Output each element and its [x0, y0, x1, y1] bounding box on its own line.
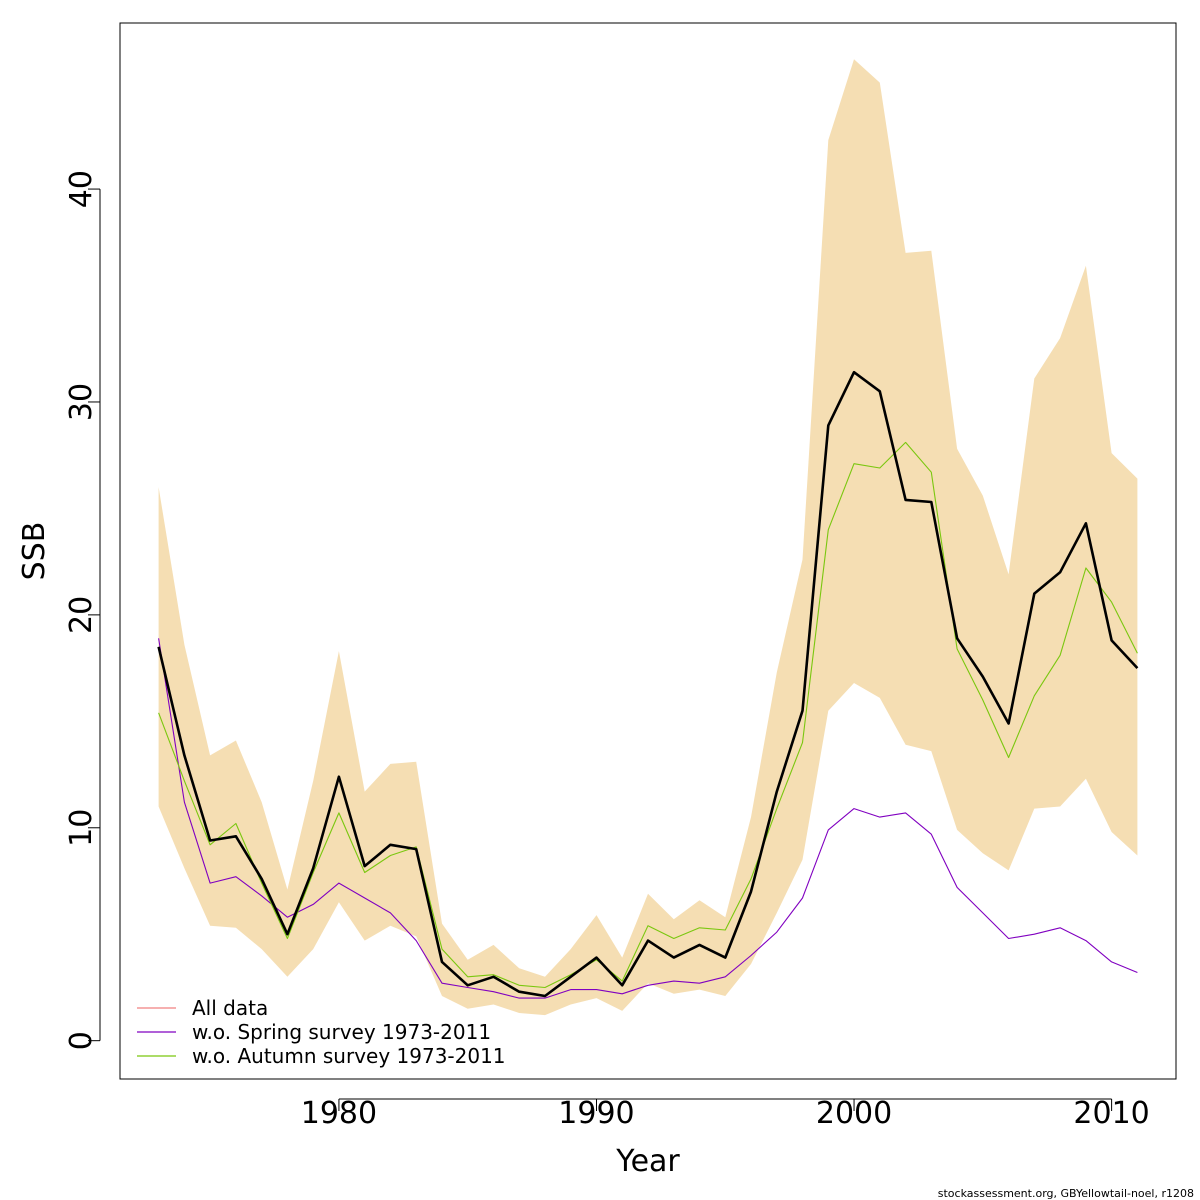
legend-label-w-o-autumn-survey-1973-2011: w.o. Autumn survey 1973-2011 [192, 1044, 506, 1068]
series-line-w-o-autumn-survey-1973-2011 [158, 441, 1138, 989]
x-axis-title: Year [615, 1144, 680, 1179]
footer-credit: stockassessment.org, GBYellowtail-noel, … [938, 1187, 1194, 1200]
y-tick-label: 10 [64, 809, 99, 847]
y-axis-title: SSB [17, 522, 52, 581]
series-line-all-data [157, 370, 1139, 998]
legend-label-w-o-spring-survey-1973-2011: w.o. Spring survey 1973-2011 [192, 1020, 491, 1044]
confidence-band [158, 59, 1138, 1016]
x-axis: 1980 1990 2000 2010 [301, 1096, 1150, 1131]
legend-label-all-data: All data [192, 996, 268, 1020]
x-tick-label: 1990 [558, 1096, 634, 1131]
series-layer [157, 370, 1139, 999]
x-tick-label: 2010 [1073, 1096, 1149, 1131]
x-tick-label: 2000 [816, 1096, 892, 1131]
x-tick-label: 1980 [301, 1096, 377, 1131]
y-tick-label: 30 [64, 383, 99, 421]
y-tick-label: 0 [64, 1031, 99, 1050]
y-axis: 0 10 20 30 40 [64, 170, 101, 1050]
y-tick-label: 20 [64, 596, 99, 634]
plot-frame [119, 22, 1177, 1080]
y-tick-label: 40 [64, 170, 99, 208]
confidence-band-layer [158, 59, 1138, 1016]
series-line-w-o-spring-survey-1973-2011 [158, 638, 1138, 999]
